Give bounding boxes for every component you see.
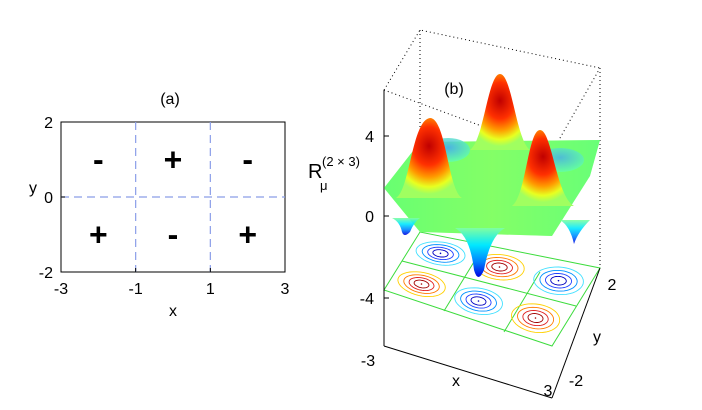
contour-center — [439, 252, 442, 255]
contour-line — [511, 303, 561, 334]
x-tick-label: -3 — [361, 353, 375, 370]
contour-line — [539, 269, 578, 292]
panel-a: (a) -3 -1 1 3 -2 0 2 - + - + - + x y — [29, 91, 290, 320]
contour-line — [545, 273, 573, 289]
surface-peak-left — [396, 118, 462, 198]
panel-b-surface — [384, 74, 600, 277]
panel-a-ticks: -3 -1 1 3 -2 0 2 — [39, 115, 290, 298]
contour-line — [421, 244, 460, 263]
contour-line — [427, 246, 454, 261]
y-tick-label: 2 — [44, 115, 53, 132]
contour-line — [397, 271, 446, 298]
contour-line — [403, 274, 440, 294]
surface-peak-right — [512, 130, 574, 206]
y-tick-label: 2 — [608, 277, 617, 294]
contour-line — [408, 277, 435, 292]
surface-valley-left — [392, 218, 420, 235]
panel-a-xlabel: x — [169, 303, 177, 320]
panel-a-grid — [61, 122, 285, 272]
x-tick-label: 3 — [281, 281, 290, 298]
panel-b-ylabel: y — [593, 329, 601, 346]
contour-center — [557, 279, 560, 282]
sign-cell: - — [242, 142, 253, 178]
contour-line — [491, 262, 508, 272]
x-tick-label: 1 — [206, 281, 215, 298]
contour-line — [522, 310, 549, 327]
sign-cell: + — [238, 217, 257, 253]
panel-b: 4 0 -4 -3 3 -2 2 (b) R μ (2 × 3) x y — [308, 29, 617, 400]
panel-b-label: (b) — [444, 81, 464, 98]
sign-cell: - — [93, 142, 104, 178]
contour-center — [498, 266, 501, 268]
panel-b-ticks: 4 0 -4 -3 3 -2 2 — [360, 129, 617, 400]
y-tick-label: -2 — [39, 265, 53, 282]
contour-center — [534, 317, 537, 319]
contour-line — [486, 259, 513, 275]
contour-line — [413, 279, 430, 289]
panel-b-contours — [397, 241, 584, 334]
contour-line — [454, 287, 503, 316]
contour-line — [465, 293, 492, 309]
x-tick-label: 3 — [544, 383, 553, 400]
contour-line — [470, 296, 487, 306]
x-tick-label: -3 — [54, 281, 68, 298]
contour-center — [477, 300, 480, 302]
y-tick-label: 0 — [44, 190, 53, 207]
contour-line — [432, 249, 449, 258]
panel-a-signs: - + - + - + — [89, 142, 257, 253]
surface-valley-center — [455, 228, 505, 277]
contour-center — [420, 283, 423, 285]
surface-valley-right — [560, 220, 590, 244]
z-tick-label: 0 — [365, 209, 374, 226]
contour-line — [517, 306, 555, 330]
zlabel-sup: (2 × 3) — [322, 154, 360, 169]
contour-line — [527, 313, 544, 323]
contour-line — [415, 241, 466, 266]
z-tick-label: -4 — [360, 291, 374, 308]
panel-b-axes — [383, 90, 601, 399]
contour-line — [460, 290, 497, 312]
panel-a-label: (a) — [160, 91, 180, 108]
zlabel-base: R — [308, 161, 322, 183]
sign-cell: + — [164, 142, 183, 178]
x-tick-label: -1 — [129, 281, 143, 298]
sign-cell: - — [168, 217, 179, 253]
z-tick-label: 4 — [365, 129, 374, 146]
contour-line — [550, 275, 567, 286]
panel-b-zlabel: R μ (2 × 3) — [308, 154, 360, 193]
zlabel-sub: μ — [320, 178, 328, 193]
panel-b-xlabel: x — [452, 373, 460, 390]
sign-cell: + — [89, 217, 108, 253]
y-tick-label: -2 — [569, 373, 583, 390]
surface-peak-center — [470, 74, 530, 150]
contour-line — [533, 266, 584, 296]
panel-a-ylabel: y — [29, 180, 37, 197]
